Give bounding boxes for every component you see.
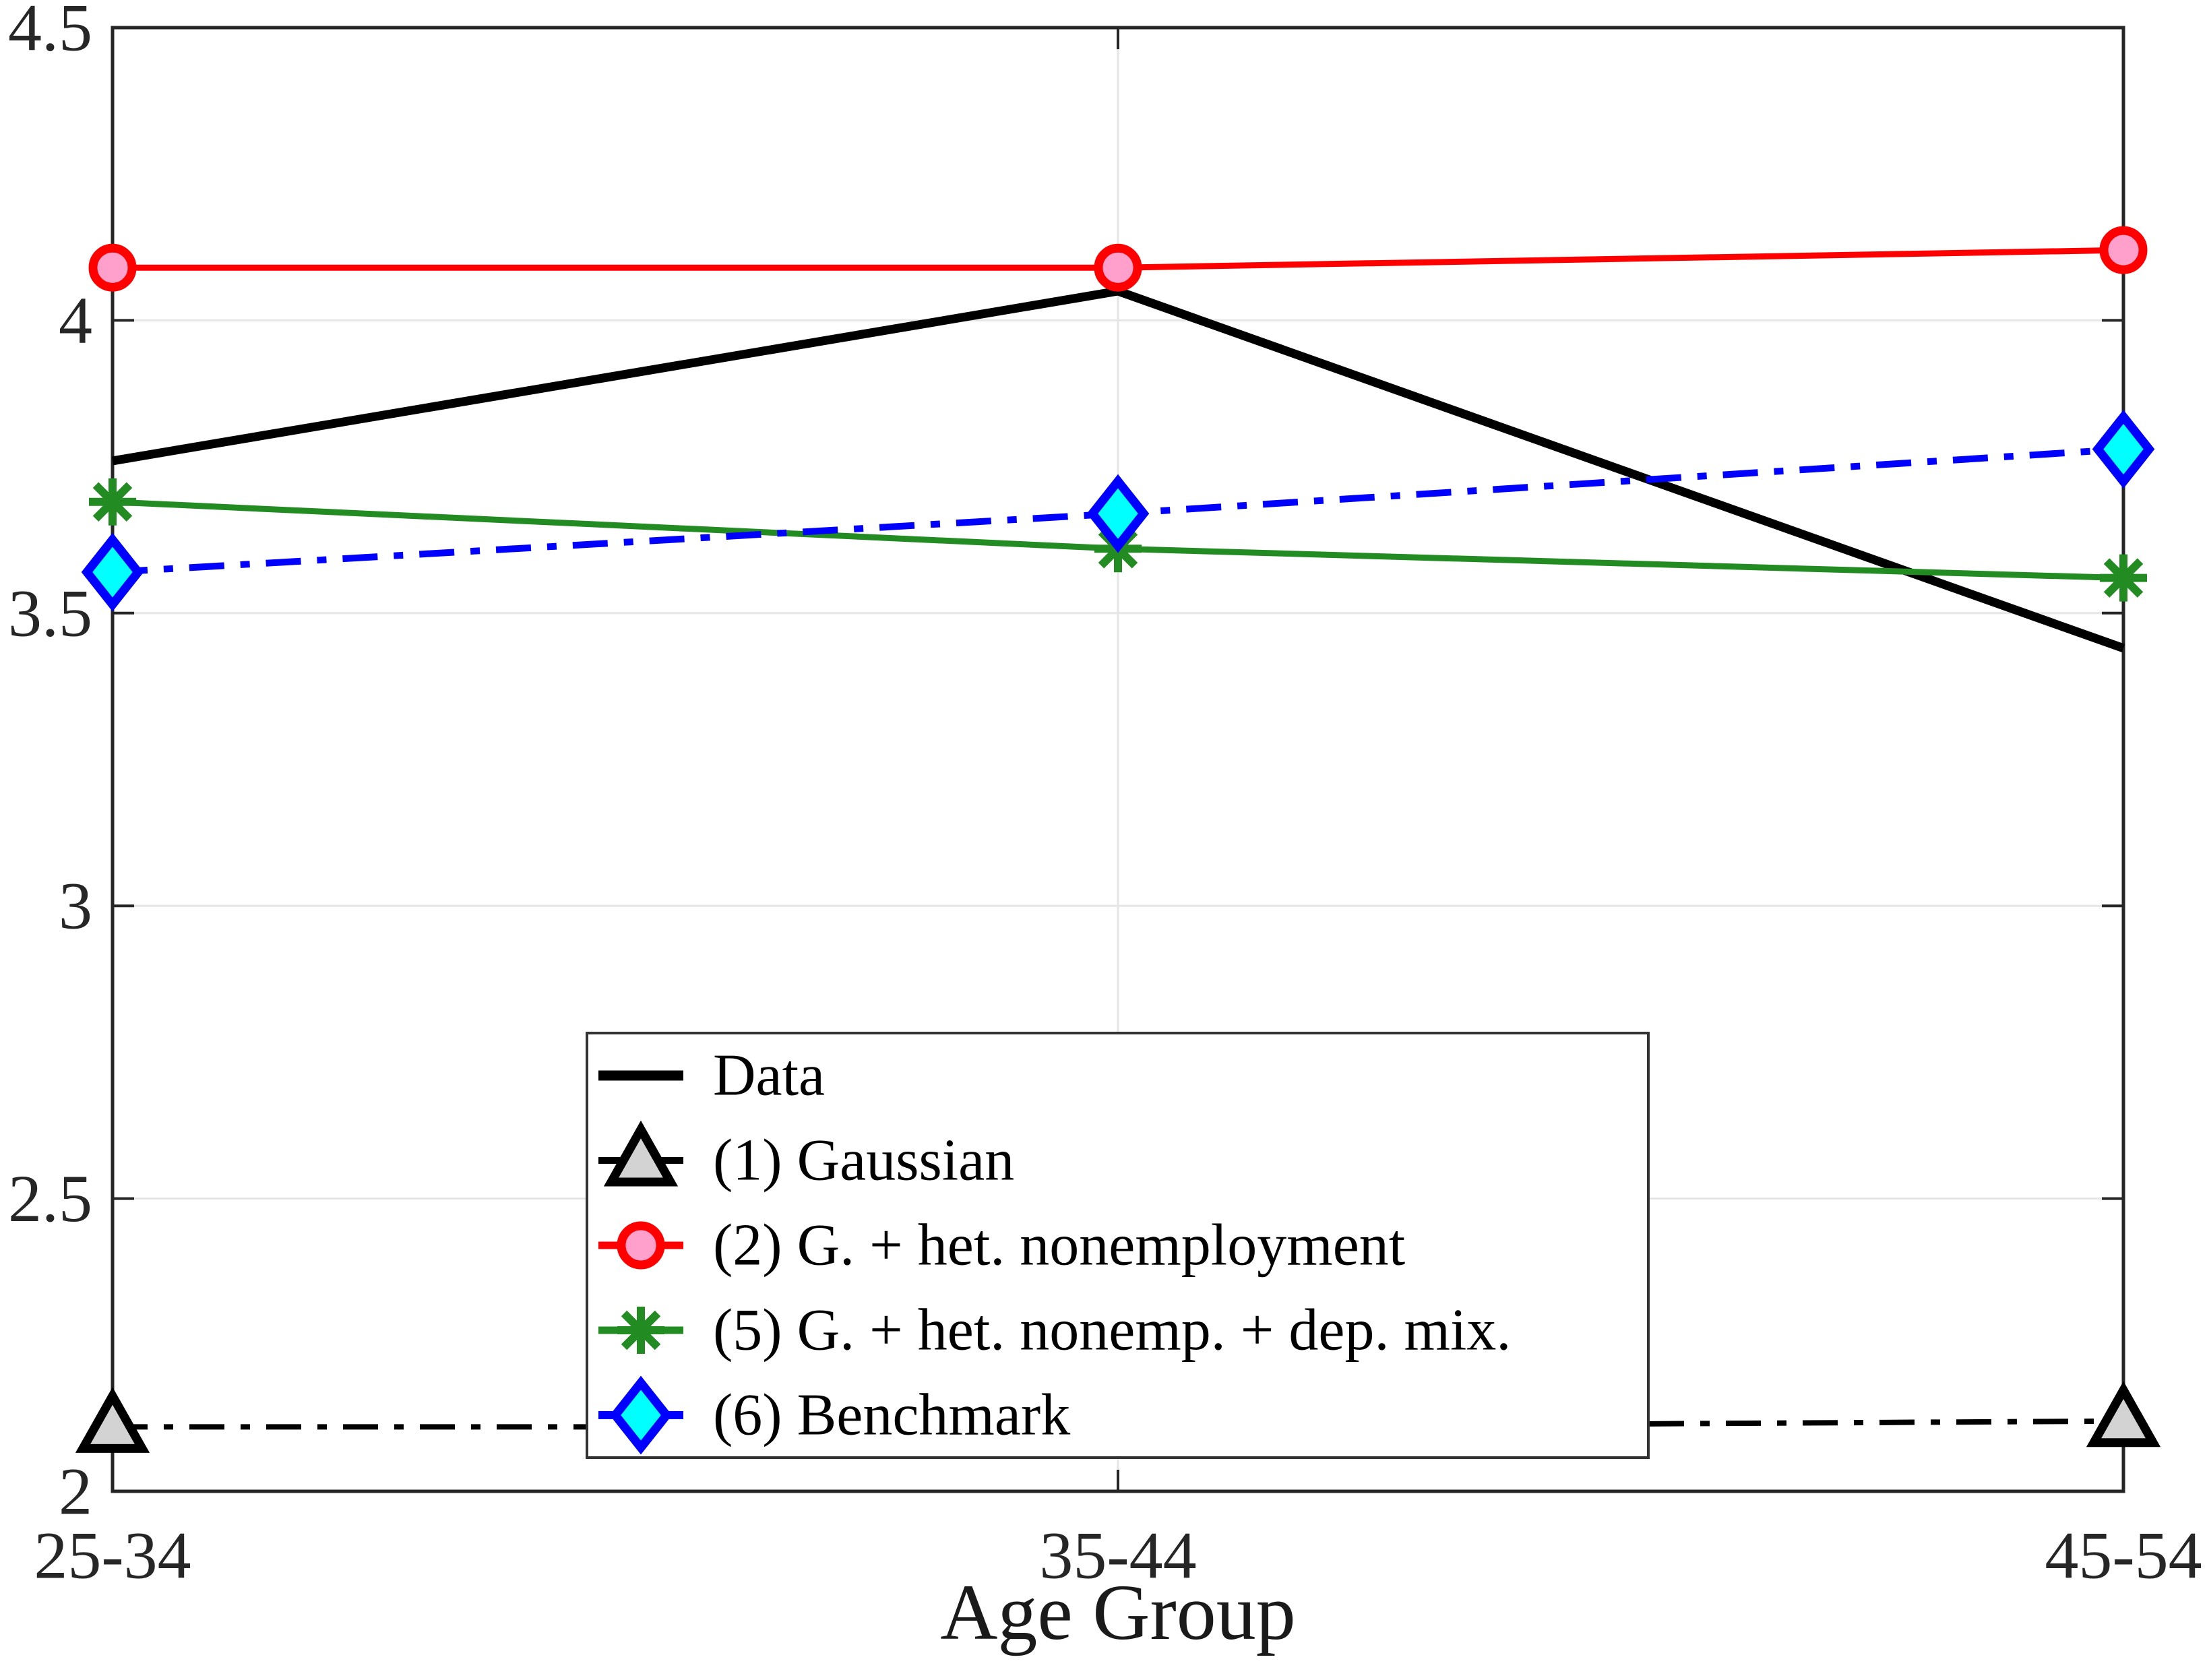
asterisk-marker: [2103, 558, 2144, 598]
y-tick-label: 4: [59, 283, 92, 358]
circle-marker: [617, 1221, 665, 1270]
y-tick-label: 2.5: [8, 1161, 92, 1236]
legend-item-label: (1) Gaussian: [713, 1128, 1014, 1193]
triangle-marker: [75, 1387, 150, 1453]
x-axis-title: Age Group: [940, 1568, 1296, 1656]
x-tick-label: 25-34: [34, 1518, 191, 1593]
asterisk-marker: [92, 482, 133, 522]
legend-item-label: Data: [713, 1043, 825, 1109]
circle-marker: [88, 243, 137, 292]
y-tick-label: 2: [59, 1454, 92, 1529]
diamond-marker: [1086, 474, 1150, 553]
legend-item-label: (2) G. + het. nonemployment: [713, 1213, 1405, 1278]
diamond-marker: [609, 1375, 673, 1455]
circle-marker: [2099, 226, 2148, 274]
triangle-marker: [603, 1120, 679, 1187]
x-tick-label: 35-44: [1039, 1518, 1196, 1593]
asterisk-marker: [621, 1310, 661, 1350]
diamond-marker: [2092, 410, 2155, 489]
triangle-marker: [2086, 1381, 2161, 1448]
y-tick-label: 3.5: [8, 575, 92, 650]
x-tick-label: 45-54: [2045, 1518, 2202, 1593]
y-tick-label: 3: [59, 869, 92, 943]
circle-marker: [1094, 243, 1142, 292]
legend-item-label: (6) Benchmark: [713, 1383, 1070, 1448]
legend-box: [586, 1032, 1650, 1459]
y-tick-label: 4.5: [8, 0, 92, 65]
diamond-marker: [81, 532, 144, 612]
legend-item-label: (5) G. + het. nonemp. + dep. mix.: [713, 1298, 1511, 1363]
